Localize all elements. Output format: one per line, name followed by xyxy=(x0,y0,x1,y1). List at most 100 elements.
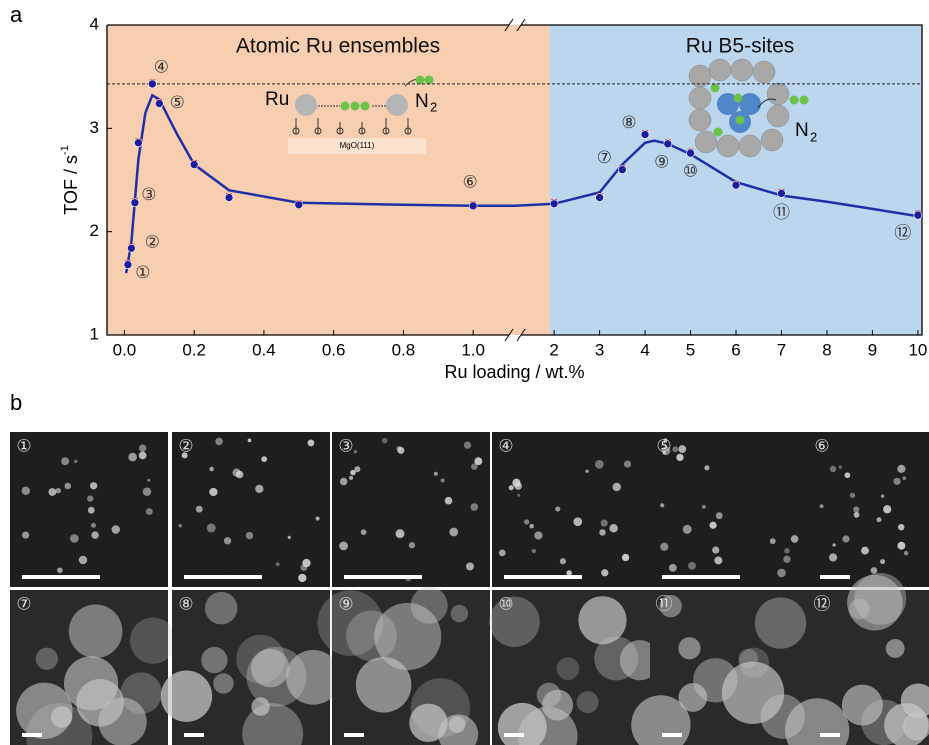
micrograph-feature xyxy=(850,493,855,498)
micrograph-feature xyxy=(893,478,900,485)
micrograph-feature xyxy=(676,454,683,461)
micrograph-feature xyxy=(315,517,319,521)
point xyxy=(295,201,303,209)
x-tick-label: 10 xyxy=(908,340,927,359)
scale-bar xyxy=(184,733,204,737)
micrograph-feature xyxy=(830,466,836,472)
point xyxy=(134,139,142,147)
micrograph-feature xyxy=(298,574,306,582)
x-tick-label: 3 xyxy=(595,340,604,359)
micrograph-feature xyxy=(288,536,291,539)
scale-bar xyxy=(344,733,364,737)
x-tick-label: 0.6 xyxy=(322,340,346,359)
micrograph-feature xyxy=(147,479,150,482)
x-tick-label: 4 xyxy=(640,340,649,359)
panel-label: a xyxy=(10,2,23,27)
micrograph-feature xyxy=(215,438,223,446)
panel-label: b xyxy=(10,390,22,415)
micrograph-feature xyxy=(248,439,252,443)
point-label: ⑪ xyxy=(773,203,790,222)
micrograph-feature xyxy=(224,537,231,544)
scale-bar xyxy=(820,733,840,737)
point-label: ⑤ xyxy=(170,93,185,112)
micrograph-feature xyxy=(599,529,605,535)
region xyxy=(107,25,550,335)
micrograph-feature xyxy=(833,543,836,546)
micrograph-label: ④ xyxy=(498,436,513,455)
micrograph-label: ① xyxy=(16,436,31,455)
micrograph-feature xyxy=(509,485,514,490)
micrograph-feature xyxy=(537,683,561,707)
micrograph-feature xyxy=(601,519,608,526)
micrograph-feature xyxy=(861,547,869,555)
micrograph-feature xyxy=(143,488,151,496)
micrograph-feature xyxy=(396,446,401,451)
micrograph-feature xyxy=(349,476,353,480)
point xyxy=(155,100,163,108)
micrograph-feature xyxy=(683,525,692,534)
x-tick-label: 0.4 xyxy=(252,340,276,359)
inset-text: N xyxy=(415,91,429,112)
micrograph-feature xyxy=(339,542,348,551)
scale-bar xyxy=(184,575,262,579)
point xyxy=(618,166,626,174)
y-axis-label-sup: -1 xyxy=(59,145,71,155)
micrograph-feature xyxy=(739,648,769,678)
x-tick-label: 9 xyxy=(868,340,877,359)
micrograph-feature xyxy=(897,542,905,550)
point xyxy=(127,244,135,252)
y-tick-label: 3 xyxy=(90,118,99,137)
point xyxy=(190,161,198,169)
point xyxy=(914,211,922,219)
micrograph-feature xyxy=(130,618,176,664)
micrograph-feature xyxy=(87,495,93,501)
micrograph-label: ③ xyxy=(338,436,353,455)
micrograph-feature xyxy=(669,564,677,572)
micrograph-feature xyxy=(820,504,824,508)
micrograph-feature xyxy=(48,488,56,496)
micrograph-feature xyxy=(374,603,441,670)
micrograph-feature xyxy=(716,512,723,519)
micrograph-feature xyxy=(445,497,453,505)
micrograph-feature xyxy=(854,512,860,518)
micrograph-feature xyxy=(904,551,908,555)
micrograph-feature xyxy=(354,450,357,453)
point-label: ① xyxy=(135,263,150,282)
micrograph-feature xyxy=(849,599,870,620)
micrograph-feature xyxy=(22,531,29,538)
region-label: Atomic Ru ensembles xyxy=(236,35,440,58)
scale-bar xyxy=(662,733,682,737)
point xyxy=(124,261,132,269)
scale-bar xyxy=(22,575,100,579)
micrograph-feature xyxy=(255,485,263,493)
x-tick-label: 7 xyxy=(777,340,786,359)
micrograph-feature xyxy=(146,508,153,515)
micrograph-feature xyxy=(678,445,686,453)
scale-bar xyxy=(662,575,740,579)
micrograph-label: ⑤ xyxy=(656,436,671,455)
micrograph-label: ⑪ xyxy=(656,594,673,613)
micrograph-feature xyxy=(709,522,716,529)
micrograph-feature xyxy=(74,460,77,463)
micrograph-feature xyxy=(791,535,799,543)
micrograph-feature xyxy=(251,649,289,687)
micrograph-feature xyxy=(70,534,79,543)
micrograph-feature xyxy=(449,528,458,537)
micrograph-feature xyxy=(139,452,147,460)
micrograph-label: ⑥ xyxy=(814,436,829,455)
x-axis-label: Ru loading / wt.% xyxy=(444,362,584,382)
micrograph-feature xyxy=(871,567,878,574)
scale-bar xyxy=(22,733,42,737)
micrograph-feature xyxy=(79,556,87,564)
micrograph-feature xyxy=(246,532,253,539)
point-label: ⑥ xyxy=(463,172,478,191)
inset-text: N xyxy=(795,120,809,141)
micrograph-label: ⑨ xyxy=(338,594,353,613)
micrograph-feature xyxy=(409,542,415,548)
inset-text: 2 xyxy=(810,129,817,144)
inset-text: Ru xyxy=(265,89,289,110)
micrograph-feature xyxy=(842,685,883,726)
micrograph-feature xyxy=(585,470,588,473)
micrograph-feature xyxy=(276,562,280,566)
y-axis-label: TOF / s-1 xyxy=(59,145,81,214)
